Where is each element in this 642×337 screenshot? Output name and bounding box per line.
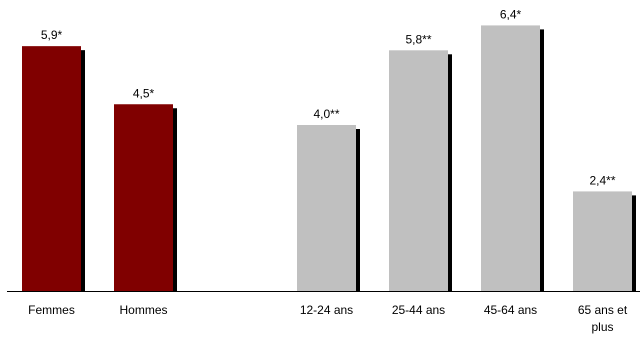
category-label: 45-64 ans — [484, 303, 537, 317]
data-label: 5,8** — [405, 32, 431, 46]
bar — [22, 46, 81, 292]
data-label: 6,4* — [500, 7, 522, 21]
data-label: 5,9* — [41, 28, 63, 42]
bar — [389, 50, 448, 291]
bar — [297, 125, 356, 291]
category-label: 65 ans et — [578, 303, 628, 317]
bar — [481, 25, 540, 292]
category-label: plus — [591, 320, 613, 334]
bar — [573, 191, 632, 291]
data-label: 4,0** — [313, 107, 339, 121]
category-label: 12-24 ans — [300, 303, 353, 317]
category-label: Hommes — [119, 303, 167, 317]
bar — [114, 104, 173, 291]
category-label: Femmes — [28, 303, 75, 317]
data-label: 2,4** — [589, 173, 615, 187]
data-label: 4,5* — [133, 86, 155, 100]
category-label: 25-44 ans — [392, 303, 445, 317]
